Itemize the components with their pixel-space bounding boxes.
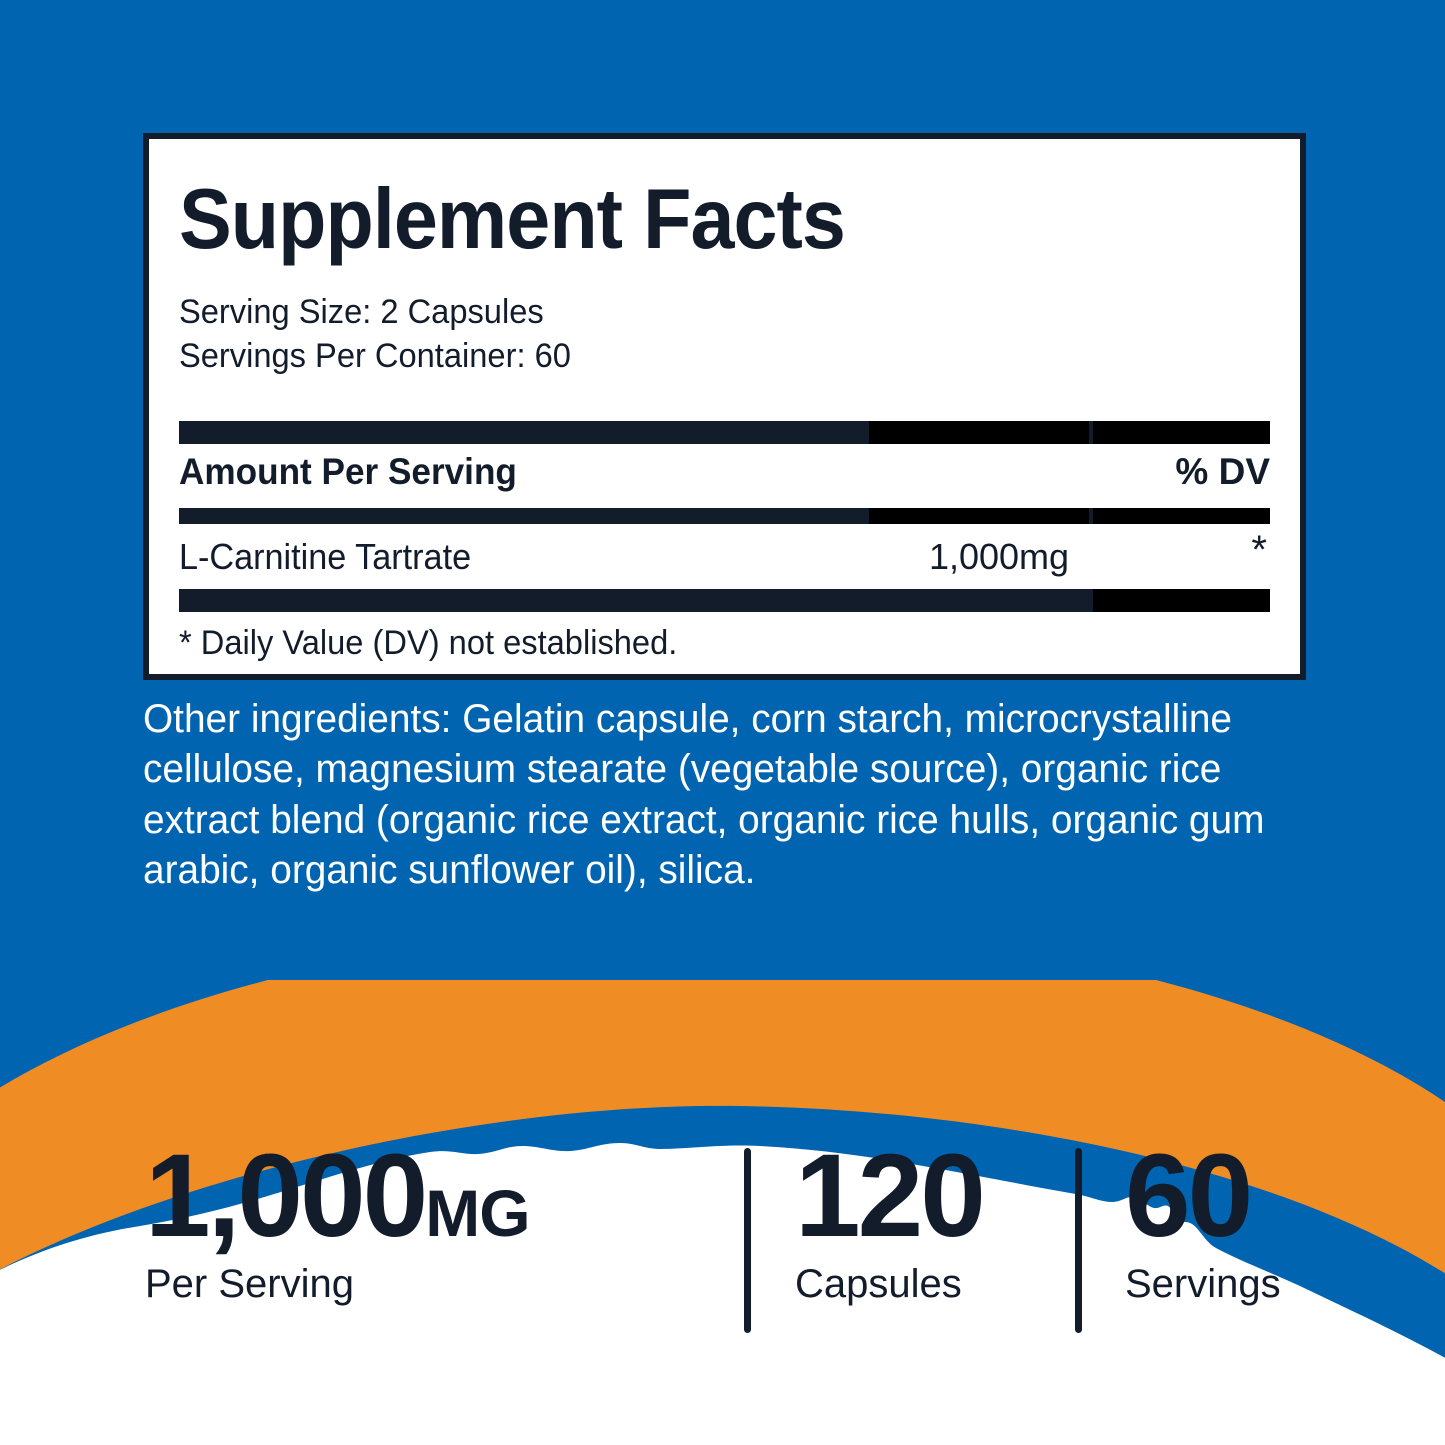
stat-servings-number: 60 xyxy=(1125,1130,1253,1262)
stat-servings-label: Servings xyxy=(1125,1262,1281,1307)
percent-dv-header: % DV xyxy=(1175,451,1270,492)
stat-dose-label: Per Serving xyxy=(145,1262,354,1307)
table-rule-mid xyxy=(179,508,1270,524)
stat-dose: 1,000MG Per Serving xyxy=(145,1137,531,1307)
stat-dose-value: 1,000 xyxy=(145,1130,428,1262)
stat-divider-2 xyxy=(1075,1148,1082,1333)
orange-arc xyxy=(0,980,1445,1274)
product-stats-bar: 1,000MG Per Serving 120 Capsules 60 Serv… xyxy=(0,1130,1445,1370)
table-rule-bottom xyxy=(179,589,1270,612)
stat-divider-1 xyxy=(744,1148,751,1333)
table-rule-thick xyxy=(179,421,1270,444)
white-torn-edge xyxy=(0,1143,1445,1445)
stat-capsules: 120 Capsules xyxy=(795,1130,986,1307)
ingredient-dv-value: * xyxy=(1251,528,1267,572)
supplement-facts-title: Supplement Facts xyxy=(179,172,846,267)
daily-value-footnote: * Daily Value (DV) not established. xyxy=(179,624,678,662)
servings-per-container-text: Servings Per Container: 60 xyxy=(179,336,571,375)
stat-dose-unit: MG xyxy=(425,1176,530,1250)
wave-decoration xyxy=(0,980,1445,1445)
amount-per-serving-header: Amount Per Serving xyxy=(179,451,517,492)
ingredient-name: L-Carnitine Tartrate xyxy=(179,536,472,577)
stat-servings: 60 Servings xyxy=(1125,1130,1281,1307)
other-ingredients-text: Other ingredients: Gelatin capsule, corn… xyxy=(143,697,1265,893)
stat-capsules-label: Capsules xyxy=(795,1262,962,1307)
wave-svg xyxy=(0,980,1445,1445)
stat-dose-number: 1,000MG xyxy=(145,1137,531,1255)
serving-size-text: Serving Size: 2 Capsules xyxy=(179,293,544,331)
supplement-facts-panel: Supplement Facts Serving Size: 2 Capsule… xyxy=(143,133,1306,680)
ingredient-amount: 1,000mg xyxy=(928,536,1070,577)
stat-capsules-number: 120 xyxy=(795,1130,986,1262)
